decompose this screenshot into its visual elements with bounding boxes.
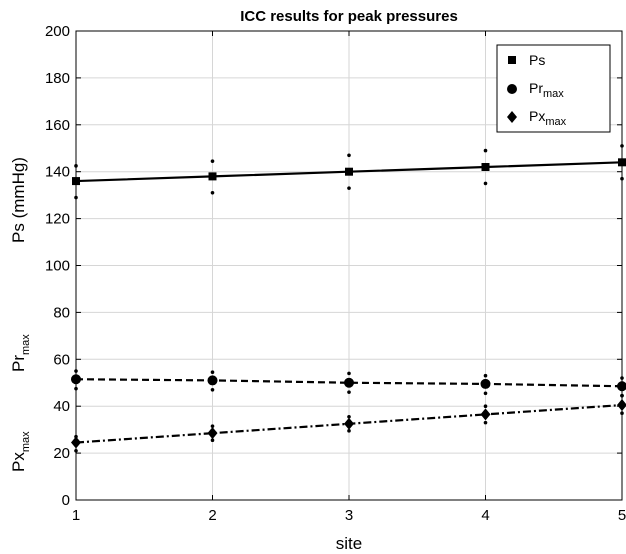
series-prmax: [71, 369, 626, 398]
upper-bound-point: [210, 159, 215, 163]
legend-marker-square-icon: [508, 56, 516, 64]
chart-title: ICC results for peak pressures: [240, 8, 458, 25]
lower-bound-point: [483, 391, 488, 396]
y-axis-label-prmax-main: Pr: [9, 355, 28, 372]
lower-bound-point: [210, 387, 215, 392]
x-tick-label: 1: [72, 507, 80, 524]
legend-entry-pxmax: Pxmax: [529, 108, 567, 128]
upper-bound-point: [347, 414, 351, 419]
upper-bound-point: [210, 424, 215, 428]
y-tick-label: 120: [45, 211, 70, 228]
data-point-circle: [480, 378, 491, 389]
series-layer: [71, 144, 626, 453]
y-axis-label-pxmax-sub: max: [20, 431, 32, 452]
data-point-diamond: [344, 417, 354, 430]
lower-bound-point: [347, 186, 351, 190]
y-tick-label: 60: [53, 351, 70, 368]
axis-ticks: 0 20 40 60 80 100 120 140 160 180 200 1 2 3 4 5: [45, 23, 626, 524]
lower-bound-point: [347, 390, 351, 394]
data-point-square: [208, 172, 217, 181]
y-tick-label: 20: [53, 445, 70, 462]
lower-bound-point: [347, 429, 351, 433]
lower-bound-point: [210, 438, 215, 443]
data-point-diamond: [207, 427, 218, 440]
lower-bound-point: [483, 420, 488, 425]
y-axis-label-pxmax-main: Px: [9, 452, 28, 472]
y-tick-label: 100: [45, 258, 70, 275]
series-line-prmax: [75, 378, 623, 388]
upper-bound-point: [483, 373, 488, 378]
lower-bound-point: [483, 181, 488, 186]
legend: Ps Prmax Pxmax: [496, 44, 611, 133]
legend-marker-diamond-icon: [507, 111, 517, 123]
y-tick-label: 140: [45, 164, 70, 181]
x-tick-label: 5: [618, 507, 626, 524]
data-point-circle: [344, 377, 354, 388]
legend-entry-ps: Ps: [529, 52, 545, 68]
lower-bound-point: [210, 191, 215, 195]
upper-bound-point: [210, 370, 215, 374]
y-tick-label: 160: [45, 117, 70, 134]
data-point-square: [345, 167, 353, 176]
y-tick-label: 0: [62, 492, 70, 509]
x-tick-label: 4: [481, 507, 489, 524]
x-axis-label: site: [336, 534, 362, 553]
legend-marker-circle-icon: [507, 84, 517, 94]
data-point-circle: [207, 375, 218, 386]
y-tick-label: 200: [45, 23, 70, 40]
x-tick-label: 2: [208, 507, 216, 524]
data-point-diamond: [480, 408, 491, 421]
y-axis-label-prmax: Prmax: [9, 334, 32, 372]
upper-bound-point: [347, 371, 351, 376]
upper-bound-point: [483, 404, 488, 409]
y-axis-label-pxmax: Pxmax: [9, 431, 32, 472]
y-tick-label: 40: [53, 398, 70, 415]
y-axis-label-ps: Ps (mmHg): [9, 157, 28, 243]
y-tick-label: 180: [45, 70, 70, 87]
y-tick-label: 80: [53, 304, 70, 321]
data-point-square: [481, 163, 490, 172]
x-tick-label: 3: [345, 507, 353, 524]
y-axis-label-prmax-sub: max: [20, 334, 32, 355]
upper-bound-point: [483, 148, 488, 153]
upper-bound-point: [347, 153, 351, 158]
legend-entry-prmax: Prmax: [529, 80, 564, 100]
